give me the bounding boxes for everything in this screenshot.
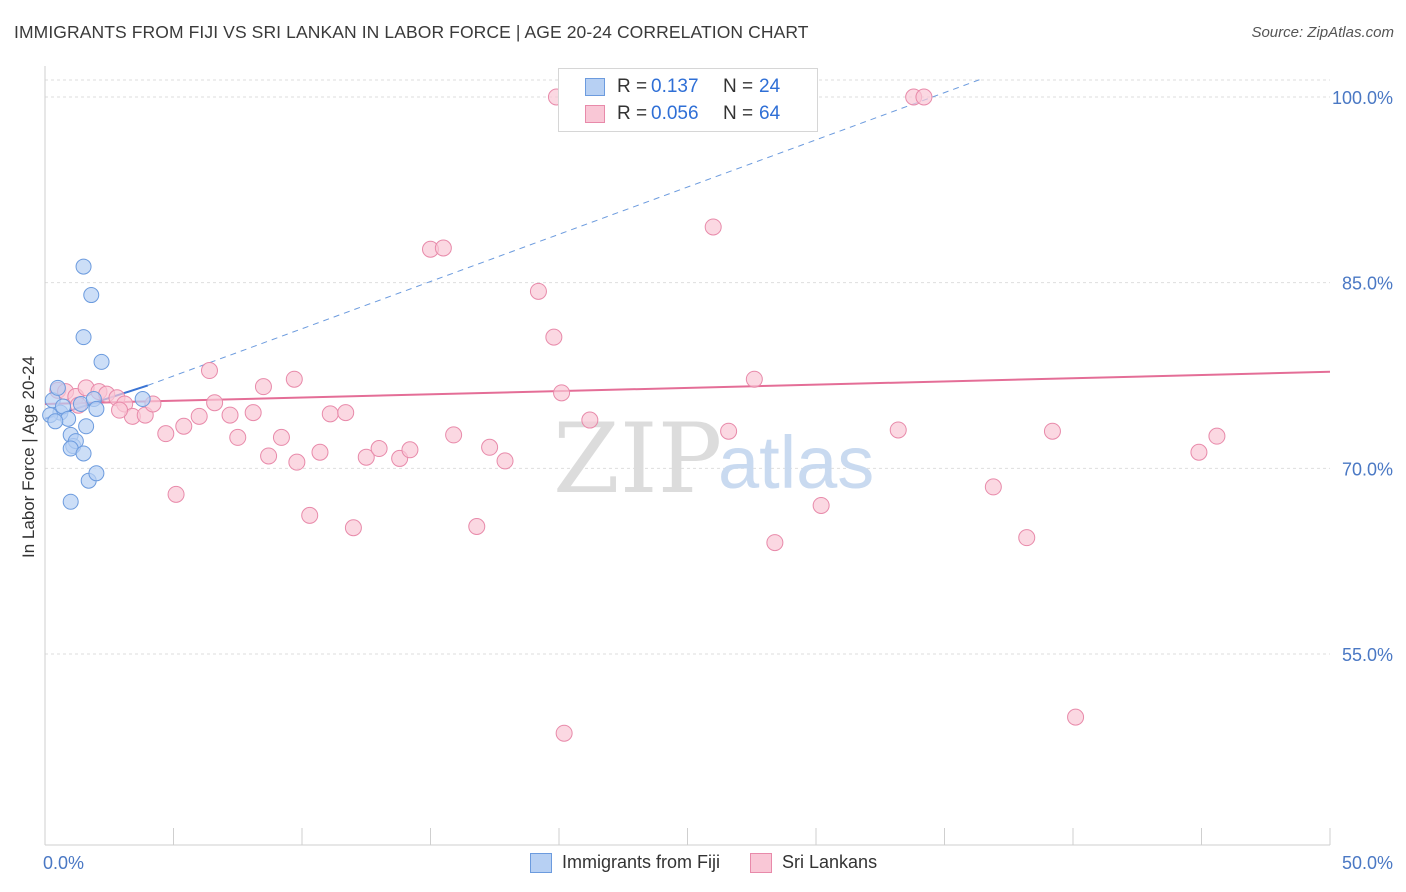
srilanka-point <box>229 428 247 446</box>
fiji-legend-label: Immigrants from Fiji <box>562 852 721 872</box>
srilanka-legend-swatch <box>750 852 773 873</box>
y-axis-label: In Labor Force | Age 20-24 <box>19 356 38 558</box>
srilanka-point <box>434 239 452 257</box>
srilanka-point <box>1067 708 1085 726</box>
srilanka-point <box>200 362 218 380</box>
srilanka-point <box>468 518 486 536</box>
srilanka-point <box>337 404 355 422</box>
srilanka-point <box>555 724 573 742</box>
fiji-point <box>88 465 105 482</box>
grid-lines <box>45 79 1330 655</box>
y-tick-label: 55.0% <box>1342 645 1393 665</box>
srilanka-point <box>357 448 375 466</box>
watermark: ZIP atlas <box>553 403 874 515</box>
srilanka-point <box>401 441 419 459</box>
fiji-point <box>75 445 92 462</box>
srilanka-point <box>915 88 933 106</box>
data-points <box>42 88 1226 742</box>
srilanka-point <box>889 421 907 439</box>
srilanka-legend-label: Sri Lankans <box>782 852 878 872</box>
srilanka-trend-line <box>44 370 1331 405</box>
srilanka-r-value: 0.056 <box>651 103 699 124</box>
y-tick-label: 100.0% <box>1332 88 1393 108</box>
srilanka-point <box>984 478 1002 496</box>
fiji-point <box>75 329 92 346</box>
x-tick-label: 50.0% <box>1342 853 1393 873</box>
srilanka-point <box>370 440 388 458</box>
srilanka-point <box>221 406 239 424</box>
fiji-n-value: 24 <box>759 76 781 97</box>
n-label: N = <box>723 76 754 97</box>
srilanka-point <box>285 370 303 388</box>
srilanka-point <box>167 485 185 503</box>
srilanka-point <box>445 426 463 444</box>
y-tick-label: 85.0% <box>1342 274 1393 294</box>
fiji-legend-swatch <box>530 852 552 873</box>
fiji-point <box>93 353 110 370</box>
srilanka-point <box>344 519 362 537</box>
srilanka-point <box>260 447 278 465</box>
watermark-zip: ZIP <box>553 403 722 515</box>
srilanka-point <box>704 218 722 236</box>
fiji-swatch <box>585 78 605 96</box>
srilanka-point <box>321 405 339 423</box>
srilanka-swatch <box>585 105 605 123</box>
fiji-point <box>134 391 151 408</box>
legend-item-fiji[interactable]: Immigrants from Fiji <box>530 852 720 873</box>
srilanka-point <box>288 453 306 471</box>
source-credit: Source: ZipAtlas.com <box>1251 24 1394 41</box>
fiji-trend-extension <box>147 77 984 386</box>
srilanka-n-value: 64 <box>759 103 781 124</box>
axis-labels: 55.0% 70.0% 85.0% 100.0% 0.0% 50.0% In Labor F… <box>19 88 1393 873</box>
fiji-r-value: 0.137 <box>651 76 699 97</box>
srilanka-point <box>1190 443 1208 461</box>
srilanka-point <box>111 401 129 419</box>
r-label: R = <box>617 103 648 124</box>
srilanka-point <box>244 404 262 422</box>
fiji-point <box>83 287 100 304</box>
srilanka-point <box>553 384 571 402</box>
srilanka-point <box>272 428 290 446</box>
legend-row-fiji: R = 0.137 N = 24 <box>585 75 780 99</box>
fiji-point <box>49 379 66 396</box>
srilanka-point <box>581 411 599 429</box>
legend-item-srilanka[interactable]: Sri Lankans <box>750 852 877 873</box>
fiji-point <box>88 400 105 417</box>
srilanka-point <box>529 282 547 300</box>
srilanka-point <box>1043 422 1061 440</box>
srilanka-point <box>1018 529 1036 547</box>
fiji-point <box>78 418 95 435</box>
srilanka-point <box>311 443 329 461</box>
axes <box>44 66 1331 846</box>
fiji-point <box>47 413 64 430</box>
fiji-point <box>62 493 79 510</box>
srilanka-point <box>766 534 784 552</box>
srilanka-point <box>206 394 224 412</box>
watermark-atlas: atlas <box>718 421 874 504</box>
x-tick-label: 0.0% <box>43 853 84 873</box>
srilanka-point <box>254 378 272 396</box>
y-tick-label: 70.0% <box>1342 459 1393 479</box>
legend-row-srilanka: R = 0.056 N = 64 <box>585 102 780 126</box>
chart-title: IMMIGRANTS FROM FIJI VS SRI LANKAN IN LA… <box>14 22 809 42</box>
srilanka-point <box>481 438 499 456</box>
srilanka-point <box>190 407 208 425</box>
srilanka-point <box>545 328 563 346</box>
correlation-legend: R = 0.137 N = 24 R = 0.056 N = 64 <box>558 68 818 132</box>
srilanka-point <box>1208 427 1226 445</box>
r-label: R = <box>617 76 648 97</box>
srilanka-point <box>745 370 763 388</box>
srilanka-point <box>720 422 738 440</box>
srilanka-point <box>812 496 830 514</box>
series-legend: Immigrants from Fiji Sri Lankans <box>530 852 907 873</box>
srilanka-point <box>175 417 193 435</box>
n-label: N = <box>723 103 754 124</box>
srilanka-point <box>301 506 319 524</box>
srilanka-point <box>496 452 514 470</box>
fiji-point <box>75 258 92 275</box>
srilanka-point <box>157 425 175 443</box>
